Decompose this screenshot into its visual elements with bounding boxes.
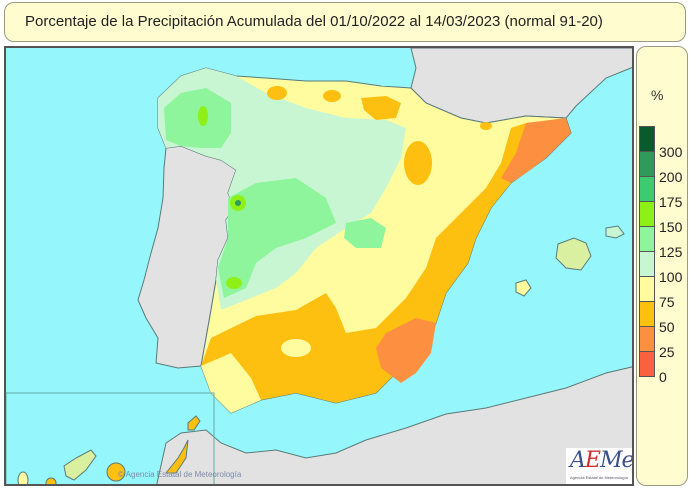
legend-tick: 125	[659, 244, 683, 260]
legend-tick: 100	[659, 269, 683, 285]
legend-tick-labels: 300 200 175 150 125 100 75 50 25 0	[659, 144, 682, 394]
legend-color-scale	[639, 126, 655, 377]
patch-50-75-basque	[361, 96, 401, 120]
legend-tick: 150	[659, 219, 683, 235]
map-canvas	[6, 48, 632, 484]
legend-swatch-200	[639, 176, 655, 202]
patch-75-100-andalusia	[281, 339, 311, 357]
la-gomera	[45, 477, 57, 484]
patch-50-75-asturias	[267, 86, 287, 100]
menorca	[605, 225, 625, 239]
fuerteventura	[164, 439, 189, 474]
patch-50-75-cantabria	[323, 90, 341, 102]
tenerife	[63, 449, 97, 481]
legend-tick: 50	[659, 319, 675, 335]
legend-swatch-50	[639, 326, 655, 352]
aemet-logo: AEMet Agencia Estatal de Meteorología	[566, 448, 634, 484]
aemet-logo-mark: AEMet	[570, 448, 634, 473]
region-125-150-galicia	[164, 88, 231, 148]
canarias-inset	[6, 392, 215, 484]
legend-tick: 300	[659, 144, 683, 160]
region-50-75-east	[201, 123, 541, 413]
legend-tick: 175	[659, 194, 683, 210]
spot-175-200	[235, 200, 241, 206]
title-panel: Porcentaje de la Precipitación Acumulada…	[4, 2, 686, 42]
aemet-logo-subtitle: Agencia Estatal de Meteorología	[570, 475, 628, 480]
map-title: Porcentaje de la Precipitación Acumulada…	[25, 13, 603, 30]
legend-tick: 0	[659, 369, 667, 385]
legend-tick: 25	[659, 344, 675, 360]
legend-swatch-top	[639, 126, 655, 152]
region-25-50-southeast	[376, 318, 436, 383]
region-125-150-west	[218, 178, 336, 298]
legend-swatch-300	[639, 151, 655, 177]
legend-swatch-25	[639, 351, 655, 377]
legend-unit: %	[651, 87, 664, 103]
africa-land	[156, 366, 632, 484]
region-25-50-catalonia	[501, 118, 571, 183]
legend-tick: 75	[659, 294, 675, 310]
gran-canaria	[106, 462, 126, 482]
patch-50-75-navarra	[480, 122, 492, 130]
region-125-150-centre	[344, 218, 386, 248]
ibiza	[515, 279, 532, 297]
la-palma	[17, 471, 29, 484]
patch-50-75-aragon	[404, 141, 432, 185]
legend-swatch-175	[639, 201, 655, 227]
legend-swatch-125	[639, 251, 655, 277]
spot-150-175-south	[226, 277, 242, 289]
legend-swatch-100	[639, 276, 655, 302]
mallorca	[555, 237, 592, 271]
precipitation-map: © Agencia Estatal de Meteorología AEMet …	[4, 46, 634, 486]
lanzarote	[187, 415, 201, 431]
legend-swatch-75	[639, 301, 655, 327]
legend-tick: 200	[659, 169, 683, 185]
legend-swatch-150	[639, 226, 655, 252]
legend-panel: % 300 200 175 150 125 100 75 50 25 0	[636, 46, 688, 486]
spot-150-175-galicia	[198, 106, 208, 126]
region-75-100-southwest	[201, 353, 261, 413]
copyright-credit: © Agencia Estatal de Meteorología	[118, 470, 242, 479]
